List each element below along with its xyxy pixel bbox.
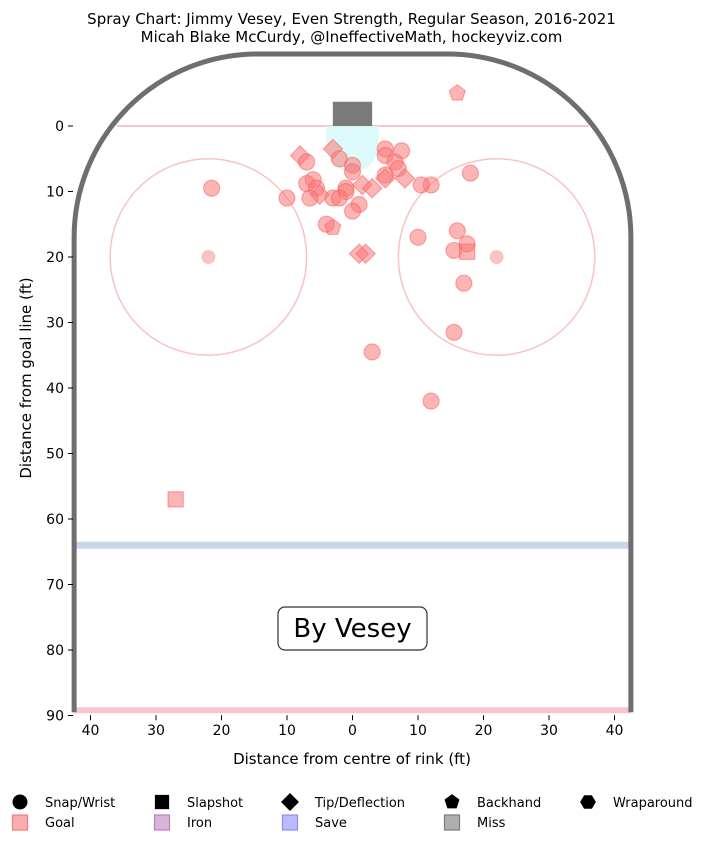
shot-point <box>167 491 184 508</box>
faceoff-circle <box>397 158 596 356</box>
x-axis-label: Distance from centre of rink (ft) <box>233 750 471 768</box>
shot-point <box>278 189 296 207</box>
y-tick-label: 60 <box>46 512 64 528</box>
x-tick-label: 10 <box>278 723 296 739</box>
x-tick-label: 0 <box>348 723 357 739</box>
legend-label: Tip/Deflection <box>314 796 405 811</box>
y-tick-label: 40 <box>46 381 64 397</box>
legend-label: Wraparound <box>613 796 693 811</box>
legend-label: Backhand <box>477 796 541 811</box>
shot-point <box>324 218 342 235</box>
faceoff-circle <box>109 158 308 356</box>
spray-chart: 40 30 20 10 0 10 20 30 40 0 10 20 30 40 50 60 70 80 90 Dis… <box>17 51 634 768</box>
y-tick-label: 70 <box>46 578 64 594</box>
shot-point <box>412 176 430 194</box>
legend-label: Slapshot <box>187 796 243 811</box>
y-tick-label: 0 <box>55 119 64 135</box>
legend-swatch <box>11 814 29 831</box>
legend-swatch <box>153 814 171 831</box>
legend-label: Iron <box>187 816 212 831</box>
y-tick-label: 10 <box>46 185 64 201</box>
shot-point <box>445 323 463 341</box>
shot-point <box>461 164 479 182</box>
legend-label: Snap/Wrist <box>45 796 115 811</box>
legend-swatch <box>443 814 461 831</box>
shot-point <box>330 189 348 207</box>
shot-point <box>301 189 319 207</box>
faceoff-dot <box>489 250 504 264</box>
x-tick-label: 40 <box>606 723 624 739</box>
chart-subtitle: Micah Blake McCurdy, @IneffectiveMath, h… <box>140 28 563 46</box>
shot-point <box>203 179 221 197</box>
y-tick-label: 90 <box>46 709 64 725</box>
y-tick-label: 80 <box>46 643 64 659</box>
y-axis-label: Distance from goal line (ft) <box>17 277 35 478</box>
shot-point <box>361 177 383 199</box>
diamond-icon <box>281 793 299 811</box>
shot-point <box>343 163 362 181</box>
pentagon-icon <box>444 794 460 809</box>
shot-point <box>355 243 377 265</box>
shot-point <box>363 343 381 361</box>
shot-point <box>422 392 440 410</box>
legend: Snap/Wrist Slapshot Tip/Deflection Backhand… <box>11 793 693 831</box>
legend-label: Save <box>315 816 347 831</box>
x-tick-label: 40 <box>82 723 100 739</box>
shot-marks <box>167 84 479 508</box>
axes-layer: 40 30 20 10 0 10 20 30 40 0 10 20 30 40 50 60 70 80 90 <box>46 119 623 739</box>
annotation-box: By Vesey <box>277 606 428 651</box>
shot-point <box>448 84 467 101</box>
hexagon-icon <box>580 795 596 809</box>
faceoff-dot <box>201 250 216 264</box>
shot-point <box>448 222 466 240</box>
shot-point <box>458 243 476 260</box>
rink-boards <box>71 51 634 713</box>
legend-swatch <box>281 814 299 831</box>
legend-label: Miss <box>477 816 506 831</box>
goal-net <box>332 101 373 126</box>
shot-point <box>343 202 362 220</box>
shot-point <box>298 153 316 171</box>
shot-point <box>374 167 396 189</box>
annotation-text: By Vesey <box>293 614 411 644</box>
y-tick-label: 20 <box>46 250 64 266</box>
y-tick-label: 30 <box>46 316 64 332</box>
x-tick-label: 20 <box>475 723 493 739</box>
x-tick-label: 30 <box>540 723 558 739</box>
chart-title: Spray Chart: Jimmy Vesey, Even Strength,… <box>87 10 616 28</box>
shot-point <box>455 274 473 292</box>
x-tick-label: 20 <box>213 723 231 739</box>
shot-point <box>409 228 427 246</box>
shot-point <box>394 167 416 189</box>
square-icon <box>154 794 170 810</box>
x-tick-label: 30 <box>147 723 165 739</box>
y-tick-label: 50 <box>46 447 64 463</box>
x-tick-label: 10 <box>409 723 427 739</box>
legend-label: Goal <box>45 816 75 831</box>
circle-icon <box>12 794 28 810</box>
